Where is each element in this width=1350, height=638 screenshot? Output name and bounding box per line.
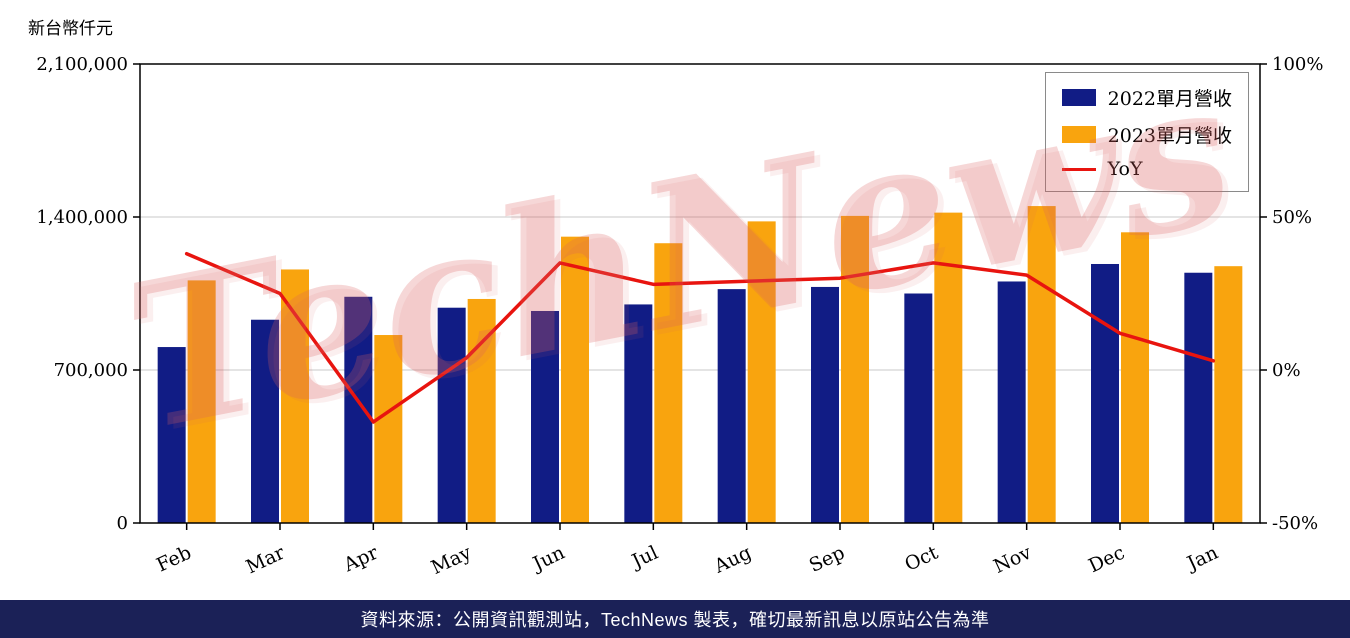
legend-label-yoy: YoY [1107, 158, 1143, 180]
x-axis-tick-label-Jun: Jun [528, 542, 568, 576]
x-axis-tick-label-Jul: Jul [627, 542, 662, 574]
x-axis-tick-label-Apr: Apr [340, 541, 383, 577]
legend-item-2022: 2022單月營收 [1061, 84, 1232, 111]
bar-2023單月營收-Nov [1027, 206, 1056, 524]
bar-2023單月營收-Jan [1214, 266, 1243, 523]
x-axis-tick-label-Aug: Aug [710, 542, 755, 578]
left-axis-tick-label: 1,400,000 [36, 207, 128, 228]
bar-2023單月營收-Oct [934, 212, 963, 523]
yoy-line [184, 251, 1216, 424]
plot-frame [139, 63, 1261, 524]
left-axis-tick-label: 700,000 [54, 360, 128, 381]
bar-2023單月營收-Feb [187, 280, 216, 523]
x-axis-tick-label-Feb: Feb [153, 542, 195, 577]
bar-2022單月營收-Jun [531, 310, 559, 523]
bar-2023單月營收-Aug [747, 221, 776, 523]
bar-2023單月營收-May [467, 298, 496, 523]
bar-2023單月營收-Sep [841, 215, 869, 523]
bar-2022單月營收-Sep [811, 286, 839, 523]
left-axis-tick-label: 0 [117, 513, 128, 534]
revenue-chart: 0 700,000 1,400,000 2,100,000 -50% 0% 50% 100% F… [36, 54, 1323, 579]
bar-2022單月營收-Feb [157, 347, 186, 523]
bar-2023單月營收-Dec [1121, 232, 1149, 524]
left-axis-tick-label: 2,100,000 [36, 54, 128, 75]
x-axis-tick-label-May: May [428, 541, 475, 579]
legend-item-yoy: YoY [1061, 158, 1232, 180]
bar-2022單月營收-Dec [1091, 263, 1119, 523]
legend-label-2023: 2023單月營收 [1107, 125, 1232, 147]
right-axis-tick-label: 100% [1272, 54, 1323, 75]
x-axis-tick-label-Oct: Oct [901, 541, 941, 575]
bar-2023單月營收-Mar [281, 269, 309, 523]
bar-2022單月營收-Oct [904, 293, 933, 523]
bar-2023單月營收-Jun [561, 236, 589, 523]
right-axis-tick-label: 0% [1272, 360, 1301, 381]
bar-2022單月營收-Nov [997, 281, 1026, 523]
bar-2022單月營收-Jan [1184, 272, 1213, 523]
legend-label-2022: 2022單月營收 [1107, 88, 1232, 110]
x-axis-tick-label-Nov: Nov [990, 541, 1035, 577]
legend-line-yoy [1061, 167, 1096, 171]
bar-2023單月營收-Apr [374, 335, 403, 523]
bar-2023單月營收-Jul [654, 243, 683, 523]
right-axis-tick-label: -50% [1272, 513, 1318, 534]
left-axis-title: 新台幣仟元 [28, 19, 113, 38]
x-axis-tick-label-Sep: Sep [806, 542, 848, 577]
bar-2022單月營收-Aug [717, 289, 746, 523]
x-axis-tick-label-Dec: Dec [1085, 542, 1128, 578]
bar-2022單月營收-Mar [251, 319, 279, 523]
x-axis-tick-label-Mar: Mar [243, 541, 289, 578]
legend-item-2023: 2023單月營收 [1061, 121, 1232, 148]
legend-swatch-2023 [1061, 126, 1096, 143]
source-footer: 資料來源：公開資訊觀測站，TechNews 製表，確切最新訊息以原站公告為準 [0, 600, 1350, 638]
bar-2022單月營收-May [437, 307, 466, 523]
x-axis-tick-label-Jan: Jan [1182, 542, 1221, 576]
bar-2022單月營收-Jul [624, 304, 653, 523]
legend: 2022單月營收 2023單月營收 YoY [1044, 72, 1249, 192]
legend-swatch-2022 [1061, 89, 1096, 106]
right-axis-tick-label: 50% [1272, 207, 1312, 228]
bar-2022單月營收-Apr [344, 296, 373, 523]
